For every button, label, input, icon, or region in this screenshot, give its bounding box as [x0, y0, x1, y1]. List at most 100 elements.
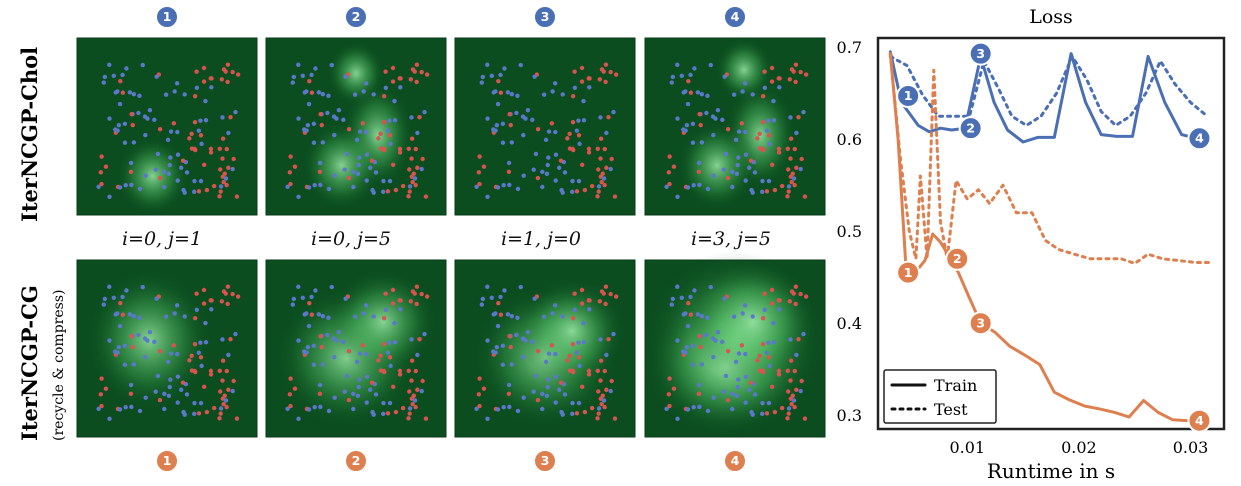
data-point-red — [307, 78, 312, 84]
data-point-blue — [383, 307, 389, 313]
data-point-blue — [531, 167, 536, 172]
data-point-red — [792, 368, 797, 374]
data-point-blue — [546, 377, 551, 382]
data-point-blue — [168, 155, 173, 160]
data-point-blue — [532, 74, 537, 79]
data-point-red — [225, 62, 231, 67]
data-point-red — [103, 164, 109, 169]
data-point-blue — [162, 406, 167, 412]
data-point-red — [586, 150, 592, 155]
data-point-red — [788, 358, 794, 363]
data-point-blue — [515, 186, 521, 192]
data-point-blue — [521, 395, 526, 400]
data-point-red — [292, 386, 298, 391]
data-point-blue — [705, 93, 710, 99]
data-point-red — [508, 344, 513, 350]
data-point-blue — [562, 170, 568, 175]
data-point-blue — [740, 89, 745, 94]
data-point-blue — [553, 374, 559, 379]
data-point-red — [226, 387, 231, 392]
data-point-blue — [704, 110, 709, 116]
data-point-red — [604, 387, 609, 392]
data-point-red — [595, 146, 600, 152]
data-point-blue — [226, 130, 231, 136]
data-point-blue — [199, 141, 204, 147]
data-point-red — [598, 358, 604, 363]
data-point-red — [318, 333, 323, 339]
data-point-red — [130, 344, 135, 350]
data-point-red — [579, 384, 585, 389]
data-point-red — [412, 69, 417, 74]
data-point-blue — [306, 101, 312, 107]
data-point-blue — [736, 129, 742, 134]
data-point-blue — [546, 351, 552, 356]
data-point-red — [762, 291, 767, 296]
data-point-red — [772, 187, 778, 193]
data-point-blue — [357, 351, 363, 356]
data-point-red — [761, 369, 766, 375]
data-point-blue — [122, 121, 128, 127]
data-point-red — [602, 182, 607, 188]
data-point-blue — [540, 406, 545, 412]
data-point-red — [671, 164, 677, 169]
data-point-blue — [601, 398, 607, 403]
data-point-blue — [801, 109, 806, 115]
data-point-red — [225, 301, 230, 307]
data-point-blue — [113, 312, 118, 317]
data-point-red — [209, 298, 214, 303]
data-point-blue — [740, 311, 745, 316]
data-point-red — [390, 79, 396, 84]
data-point-red — [757, 368, 763, 373]
data-point-blue — [182, 190, 187, 195]
data-point-blue — [507, 404, 512, 410]
data-point-blue — [318, 404, 323, 410]
data-point-blue — [742, 303, 748, 308]
data-point-red — [789, 401, 794, 407]
data-point-blue — [305, 345, 311, 350]
data-point-blue — [107, 416, 112, 421]
data-point-blue — [102, 296, 108, 302]
data-point-red — [686, 300, 691, 306]
data-point-blue — [581, 320, 586, 326]
data-point-blue — [730, 391, 735, 397]
data-point-blue — [494, 123, 500, 128]
data-point-red — [196, 189, 202, 194]
data-point-blue — [145, 338, 150, 343]
data-point-red — [406, 194, 411, 199]
data-point-blue — [762, 307, 768, 313]
svg-text:1: 1 — [904, 265, 913, 280]
data-point-blue — [576, 118, 581, 123]
data-point-blue — [198, 178, 204, 184]
data-point-red — [307, 300, 312, 306]
data-point-red — [506, 169, 512, 174]
data-point-blue — [356, 162, 361, 168]
data-point-blue — [791, 176, 797, 181]
data-point-red — [535, 127, 541, 132]
data-point-blue — [608, 166, 613, 172]
data-point-blue — [120, 72, 125, 78]
data-point-blue — [771, 98, 776, 104]
data-point-blue — [175, 374, 181, 379]
data-point-blue — [669, 80, 674, 85]
data-point-blue — [203, 118, 209, 123]
data-point-red — [589, 405, 595, 411]
map-panel-cg-4 — [644, 251, 826, 438]
data-point-blue — [388, 363, 393, 369]
data-point-blue — [313, 288, 318, 293]
data-point-red — [408, 77, 414, 82]
data-point-blue — [711, 132, 716, 138]
data-point-red — [477, 181, 482, 187]
data-point-blue — [155, 151, 161, 157]
data-point-blue — [316, 90, 322, 95]
data-point-blue — [175, 351, 180, 357]
data-point-red — [739, 121, 745, 126]
data-point-blue — [137, 315, 142, 321]
badge-chol-2: 2 — [344, 5, 368, 29]
data-point-red — [579, 287, 585, 293]
data-point-blue — [140, 284, 145, 290]
data-point-red — [558, 380, 564, 385]
data-point-red — [157, 127, 163, 132]
data-point-red — [407, 411, 412, 416]
data-point-blue — [485, 116, 490, 121]
data-point-blue — [543, 137, 549, 143]
